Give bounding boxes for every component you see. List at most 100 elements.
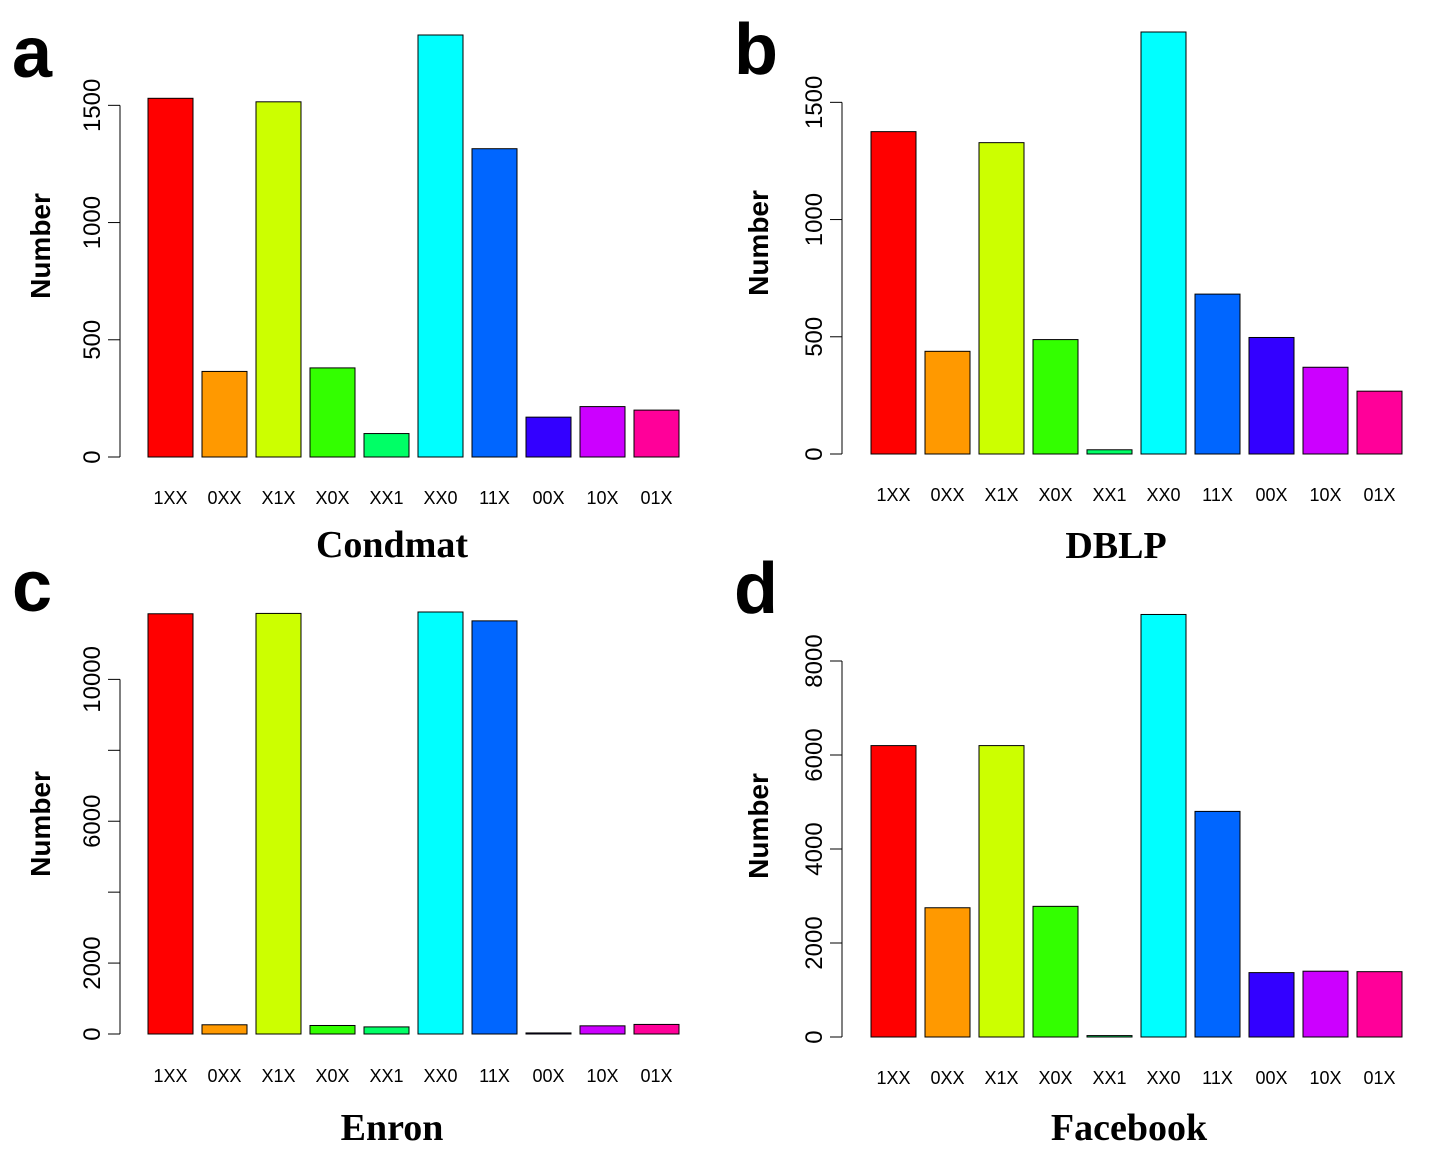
bar-xx0 [417, 34, 464, 458]
bar-10x [579, 406, 626, 458]
category-label: X1X [261, 1066, 295, 1086]
bar-00x [1248, 972, 1295, 1038]
chart-title-dblp: DBLP [1065, 525, 1166, 567]
y-tick-label: 1000 [801, 193, 828, 246]
y-axis-label: Number [743, 773, 774, 879]
category-label: XX1 [369, 1066, 403, 1086]
bar-x0x [1032, 339, 1079, 455]
bar-10x [579, 1025, 626, 1035]
chart-condmat: a 0 500 1000 1500 Number 1XX 0XX X1X X0X XX1 XX0 11X… [12, 13, 680, 566]
category-label: X0X [1038, 485, 1072, 505]
category-label: 11X [479, 1066, 510, 1086]
bar-01x [1356, 390, 1403, 455]
y-tick-label: 1500 [79, 79, 106, 132]
bar-x0x [1032, 905, 1079, 1038]
chart-dblp: b 0 500 1000 1500 Number 1XX 0XX X1X X0X XX1 XX0 11X… [734, 10, 1403, 567]
category-label: X1X [984, 1068, 1018, 1088]
bar-xx0 [417, 611, 464, 1035]
panel-letter: c [12, 547, 52, 627]
category-label: X1X [984, 485, 1018, 505]
bar-01x [633, 409, 680, 458]
bar-11x [1194, 810, 1241, 1038]
bar-10x [1302, 970, 1349, 1038]
category-label: 11X [1202, 1068, 1233, 1088]
category-label: 00X [532, 488, 564, 508]
y-tick-label: 0 [79, 450, 106, 463]
category-label: XX0 [423, 1066, 457, 1086]
y-tick-label: 10000 [79, 646, 106, 713]
category-label: XX0 [1146, 1068, 1180, 1088]
category-label: 1XX [876, 485, 910, 505]
bar-11x [471, 148, 518, 458]
category-label: 1XX [876, 1068, 910, 1088]
category-label: X0X [315, 1066, 349, 1086]
category-label: 10X [1309, 485, 1341, 505]
category-label: 0XX [207, 1066, 241, 1086]
bar-11x [1194, 293, 1241, 455]
bar-x1x [255, 101, 302, 458]
bar-0xx [924, 350, 971, 455]
category-label: X0X [1038, 1068, 1072, 1088]
bar-1xx [870, 131, 917, 455]
panel-enron: c 0 2000 6000 10000 Number 1XX 0XX X1X X0X XX1 XX0 1… [0, 547, 716, 1164]
category-label: X1X [261, 488, 295, 508]
category-label: 00X [532, 1066, 564, 1086]
bar-x0x [309, 367, 356, 458]
category-label: 01X [1363, 1068, 1395, 1088]
y-axis-label: Number [743, 190, 774, 296]
bar-00x [525, 1032, 572, 1035]
bar-xx0 [1140, 31, 1187, 455]
bar-01x [633, 1023, 680, 1035]
bar-1xx [147, 97, 194, 458]
bar-10x [1302, 366, 1349, 455]
panel-letter: b [734, 10, 778, 90]
category-label: 00X [1255, 485, 1287, 505]
bar-01x [1356, 971, 1403, 1038]
chart-title-enron: Enron [341, 1107, 444, 1149]
chart-enron: c 0 2000 6000 10000 Number 1XX 0XX X1X X0X XX1 XX0 1… [12, 547, 680, 1149]
category-label: 0XX [930, 485, 964, 505]
panel-condmat: a 0 500 1000 1500 Number 1XX 0XX X1X X0X XX1 XX0 11X… [0, 0, 716, 582]
y-tick-label: 0 [801, 1030, 828, 1043]
category-label: X0X [315, 488, 349, 508]
bar-x1x [978, 142, 1025, 455]
bar-xx1 [363, 1026, 410, 1035]
bar-1xx [870, 745, 917, 1038]
y-tick-label: 2000 [801, 916, 828, 969]
bar-xx1 [1086, 1035, 1133, 1038]
y-tick-label: 0 [79, 1027, 106, 1040]
y-axis-label: Number [25, 193, 56, 299]
bar-00x [1248, 336, 1295, 455]
chart-facebook: d 0 2000 4000 6000 8000 Number 1XX 0XX X1X X0X XX1 X… [734, 549, 1403, 1149]
panel-facebook: d 0 2000 4000 6000 8000 Number 1XX 0XX X1X X0X XX1 X… [716, 549, 1432, 1164]
bar-11x [471, 620, 518, 1035]
bar-x1x [978, 745, 1025, 1038]
y-tick-label: 2000 [79, 936, 106, 989]
bar-0xx [924, 907, 971, 1038]
y-tick-label: 4000 [801, 822, 828, 875]
y-tick-label: 500 [79, 320, 106, 360]
category-label: 10X [586, 488, 618, 508]
panel-letter: a [12, 13, 53, 93]
y-tick-label: 500 [801, 317, 828, 357]
bar-xx1 [1086, 449, 1133, 455]
category-label: 01X [640, 488, 672, 508]
bar-1xx [147, 613, 194, 1035]
y-tick-label: 6000 [801, 728, 828, 781]
bar-x1x [255, 612, 302, 1035]
category-label: 0XX [207, 488, 241, 508]
category-label: 00X [1255, 1068, 1287, 1088]
bar-xx1 [363, 433, 410, 458]
y-tick-label: 6000 [79, 795, 106, 848]
y-tick-label: 1500 [801, 76, 828, 129]
category-label: 10X [586, 1066, 618, 1086]
category-label: 1XX [153, 1066, 187, 1086]
panel-letter: d [734, 549, 778, 629]
y-tick-label: 8000 [801, 634, 828, 687]
panel-dblp: b 0 500 1000 1500 Number 1XX 0XX X1X X0X XX1 XX0 11X… [716, 0, 1432, 582]
y-axis-label: Number [25, 771, 56, 877]
chart-title-condmat: Condmat [316, 524, 468, 566]
category-label: XX0 [1146, 485, 1180, 505]
category-label: 1XX [153, 488, 187, 508]
bar-0xx [201, 1024, 248, 1035]
